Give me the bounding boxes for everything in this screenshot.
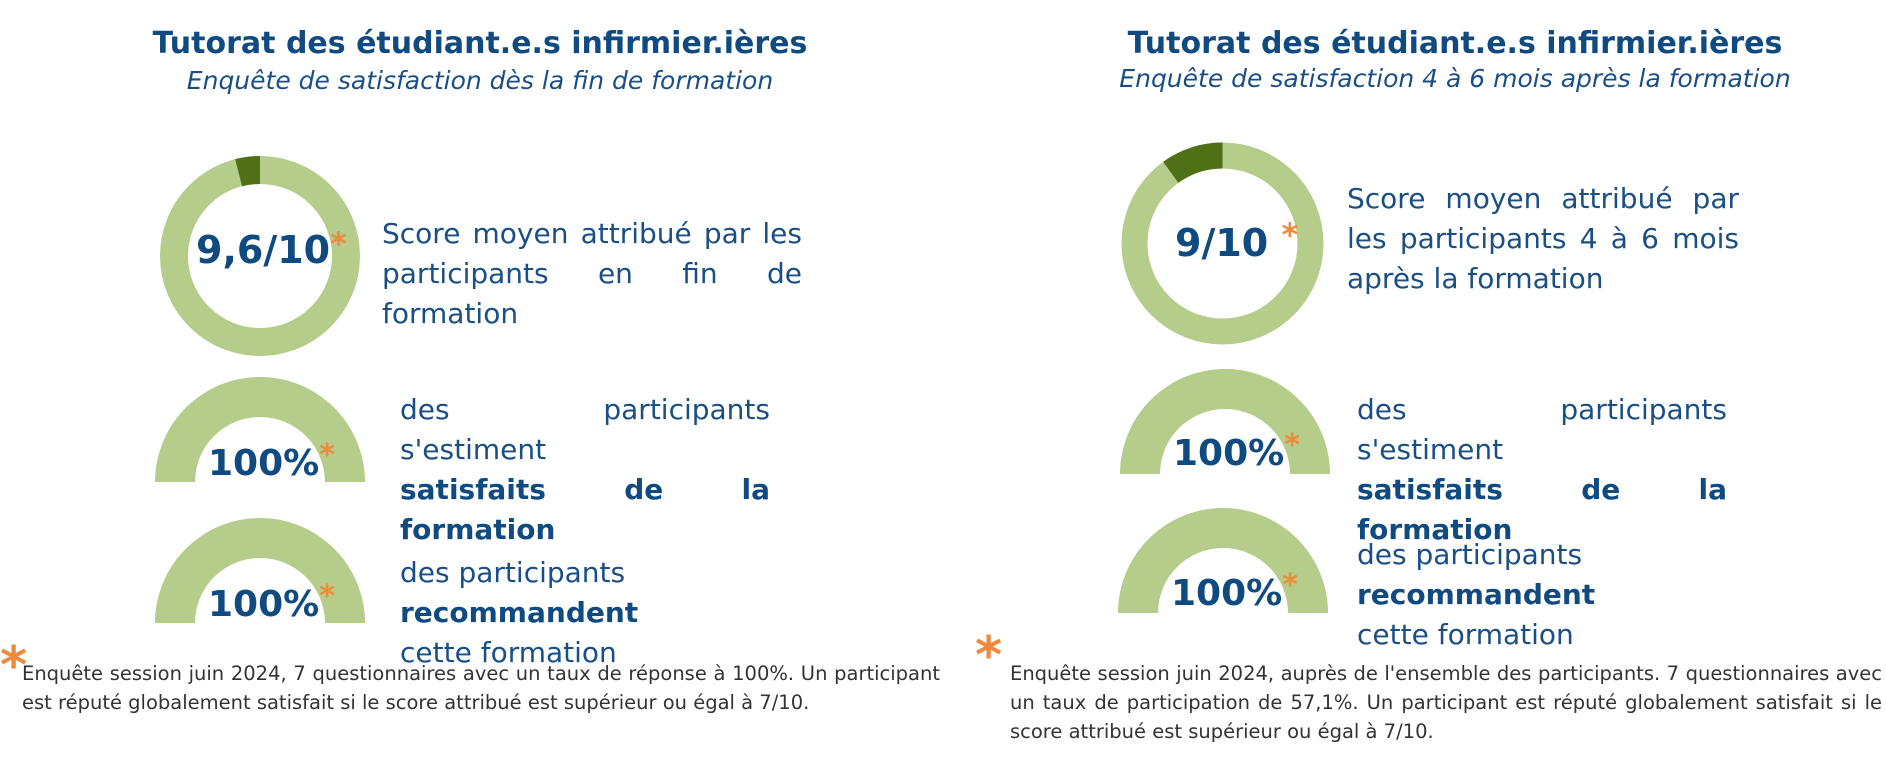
left-satisfied-star: * (319, 438, 335, 473)
right-score-ring (1121, 142, 1324, 345)
right-score-text: Score moyen attribué par les participant… (1347, 182, 1739, 295)
right-recommend-text-end: cette formation (1357, 618, 1574, 651)
right-recommend-text-bold: recommandent (1357, 578, 1596, 611)
left-score-text: Score moyen attribué par les participant… (382, 217, 802, 330)
left-recommend-gauge-arc (155, 518, 365, 623)
left-satisfied-text: des participants s'estiment satisfaits d… (400, 390, 770, 550)
right-footnote: Enquête session juin 2024, auprès de l'e… (1010, 662, 1882, 743)
right-recommend-text-plain: des participants (1357, 538, 1583, 571)
right-recommend-text: des participants recommandent cette form… (1357, 535, 1827, 655)
left-satisfied-gauge (155, 377, 365, 482)
left-title: Tutorat des étudiant.e.s infirmier.ières (152, 26, 808, 61)
left-recommend-gauge (155, 518, 365, 623)
left-footnote: Enquête session juin 2024, 7 questionnai… (22, 662, 940, 714)
left-satisfied-text-bold: satisfaits de la formation (400, 473, 770, 546)
right-subtitle: Enquête de satisfaction 4 à 6 mois après… (1119, 64, 1791, 93)
left-score-ring-track (160, 156, 360, 356)
left-recommend-text-end: cette formation (400, 636, 617, 669)
left-score-value-wrap: 9,6/10* (196, 225, 347, 272)
left-recommend-text-plain: des participants (400, 556, 626, 589)
left-recommend-star: * (319, 579, 335, 614)
right-score-star: * (1281, 216, 1299, 254)
right-satisfied-value: 100% (1173, 433, 1285, 474)
right-satisfied-gauge (1120, 369, 1330, 474)
right-recommend-gauge-arc (1118, 508, 1328, 613)
right-recommend-star: * (1282, 568, 1298, 603)
right-satisfied-text-bold: satisfaits de la formation (1357, 473, 1727, 546)
left-satisfied-value-wrap: 100%* (208, 438, 335, 484)
right-score-value-wrap: 9/10 * (1175, 216, 1298, 265)
right-recommend-gauge (1118, 508, 1328, 613)
left-recommend-value: 100% (208, 584, 320, 625)
left-score-star: * (330, 225, 347, 263)
right-score-ring-remainder (1121, 142, 1324, 345)
right-recommend-value: 100% (1171, 573, 1283, 614)
left-score-ring (160, 156, 360, 356)
left-subtitle: Enquête de satisfaction dès la fin de fo… (186, 66, 774, 95)
left-satisfied-text-plain: des participants s'estiment (400, 393, 770, 466)
right-footnote-star: * (975, 626, 1003, 686)
right-satisfied-text: des participants s'estiment satisfaits d… (1357, 390, 1727, 550)
right-satisfied-star: * (1284, 428, 1300, 463)
left-satisfied-value: 100% (208, 443, 320, 484)
left-recommend-text-bold: recommandent (400, 596, 639, 629)
left-score-value: 9,6/10 (196, 228, 331, 272)
right-satisfied-value-wrap: 100%* (1173, 428, 1300, 474)
left-recommend-value-wrap: 100%* (208, 579, 335, 625)
right-title: Tutorat des étudiant.e.s infirmier.ières (1127, 26, 1783, 61)
left-score-ring-remainder (160, 156, 360, 356)
left-satisfied-gauge-arc (155, 377, 365, 482)
right-recommend-value-wrap: 100%* (1171, 568, 1298, 614)
right-satisfied-text-plain: des participants s'estiment (1357, 393, 1727, 466)
right-score-value: 9/10 (1175, 221, 1269, 265)
left-recommend-text: des participants recommandent cette form… (400, 553, 870, 673)
left-footnote-star: * (0, 636, 28, 696)
right-satisfied-gauge-arc (1120, 369, 1330, 474)
